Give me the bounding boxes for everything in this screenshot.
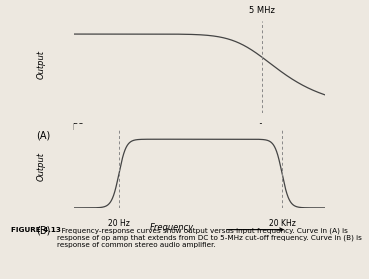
Text: 5 MHz: 5 MHz xyxy=(249,6,275,15)
Text: DC: DC xyxy=(72,123,83,132)
Text: (B): (B) xyxy=(36,225,51,235)
Text: Frequency: Frequency xyxy=(150,128,194,137)
Text: Frequency-response curves show output versus input frequency. Curve in (A) is re: Frequency-response curves show output ve… xyxy=(57,227,362,248)
Text: Frequency: Frequency xyxy=(150,223,194,232)
Text: FIGURE 4.13: FIGURE 4.13 xyxy=(11,227,61,234)
Text: (A): (A) xyxy=(36,130,51,140)
Text: 20 Hz: 20 Hz xyxy=(108,219,130,228)
Text: f₀₀: f₀₀ xyxy=(257,123,267,132)
Text: 20 KHz: 20 KHz xyxy=(269,219,296,228)
Text: Output: Output xyxy=(37,151,46,181)
Text: Output: Output xyxy=(37,50,46,79)
